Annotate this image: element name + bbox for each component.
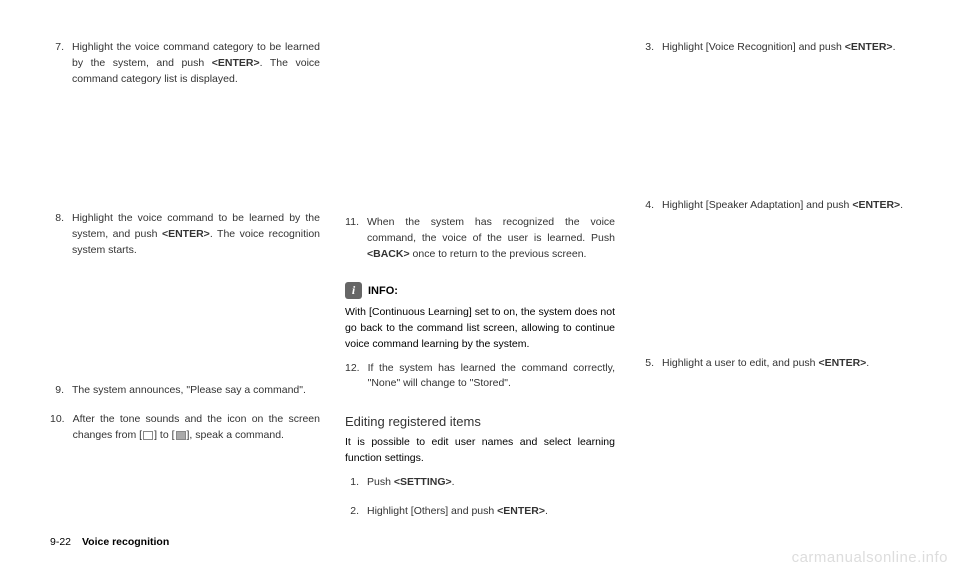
list-text: Highlight a user to edit, and push <ENTE…: [662, 356, 910, 372]
list-number: 12.: [345, 361, 368, 393]
list-number: 9.: [50, 383, 72, 399]
watermark: carmanualsonline.info: [792, 549, 948, 566]
list-item-10: 10. After the tone sounds and the icon o…: [50, 412, 320, 444]
body-text: It is possible to edit user names and se…: [345, 435, 615, 467]
column-3: 3. Highlight [Voice Recognition] and pus…: [640, 40, 910, 534]
column-2: 11. When the system has recognized the v…: [345, 40, 615, 534]
list-item-12: 12. If the system has learned the comman…: [345, 361, 615, 393]
step-5: 5. Highlight a user to edit, and push <E…: [640, 356, 910, 372]
spacer: [640, 228, 910, 338]
list-text: Highlight [Speaker Adaptation] and push …: [662, 198, 910, 214]
step-1: 1. Push <SETTING>.: [345, 475, 615, 491]
list-text: After the tone sounds and the icon on th…: [73, 412, 320, 444]
step-3: 3. Highlight [Voice Recognition] and pus…: [640, 40, 910, 56]
subheading-editing: Editing registered items: [345, 414, 615, 429]
list-text: Highlight [Voice Recognition] and push <…: [662, 40, 910, 56]
info-text: With [Continuous Learning] set to on, th…: [345, 305, 615, 352]
footer-page-number: 9-22: [50, 536, 71, 548]
key-enter: <ENTER>: [818, 357, 866, 369]
list-text: The system announces, "Please say a comm…: [72, 383, 320, 399]
list-number: 11.: [345, 215, 367, 262]
key-enter: <ENTER>: [852, 199, 900, 211]
list-text: When the system has recognized the voice…: [367, 215, 615, 262]
step-4: 4. Highlight [Speaker Adaptation] and pu…: [640, 198, 910, 214]
key-enter: <ENTER>: [212, 57, 260, 69]
manual-page: 7. Highlight the voice command category …: [0, 0, 960, 564]
info-label: INFO:: [368, 285, 398, 297]
list-number: 3.: [640, 40, 662, 56]
list-text: Highlight [Others] and push <ENTER>.: [367, 504, 615, 520]
step-2: 2. Highlight [Others] and push <ENTER>.: [345, 504, 615, 520]
icon-empty: [143, 431, 153, 440]
spacer: [640, 338, 910, 356]
spacer: [345, 40, 615, 215]
list-number: 2.: [345, 504, 367, 520]
list-number: 1.: [345, 475, 367, 491]
key-enter: <ENTER>: [845, 41, 893, 53]
list-number: 10.: [50, 412, 73, 444]
list-item-7: 7. Highlight the voice command category …: [50, 40, 320, 87]
icon-filled: [176, 431, 186, 440]
spacer: [640, 180, 910, 198]
key-setting: <SETTING>: [394, 476, 452, 488]
info-icon: i: [345, 282, 362, 299]
info-block: i INFO:: [345, 282, 615, 299]
list-item-11: 11. When the system has recognized the v…: [345, 215, 615, 262]
list-text: Push <SETTING>.: [367, 475, 615, 491]
list-item-9: 9. The system announces, "Please say a c…: [50, 383, 320, 399]
list-number: 7.: [50, 40, 72, 87]
key-back: <BACK>: [367, 248, 410, 260]
list-number: 5.: [640, 356, 662, 372]
column-1: 7. Highlight the voice command category …: [50, 40, 320, 534]
list-item-8: 8. Highlight the voice command to be lea…: [50, 211, 320, 258]
list-text: Highlight the voice command to be learne…: [72, 211, 320, 258]
list-text: If the system has learned the command co…: [368, 361, 615, 393]
list-number: 8.: [50, 211, 72, 258]
spacer: [50, 273, 320, 383]
spacer: [50, 101, 320, 211]
page-footer: 9-22 Voice recognition: [50, 536, 169, 548]
list-text: Highlight the voice command category to …: [72, 40, 320, 87]
key-enter: <ENTER>: [162, 228, 210, 240]
footer-section-title: Voice recognition: [82, 536, 169, 548]
list-number: 4.: [640, 198, 662, 214]
spacer: [640, 70, 910, 180]
key-enter: <ENTER>: [497, 505, 545, 517]
